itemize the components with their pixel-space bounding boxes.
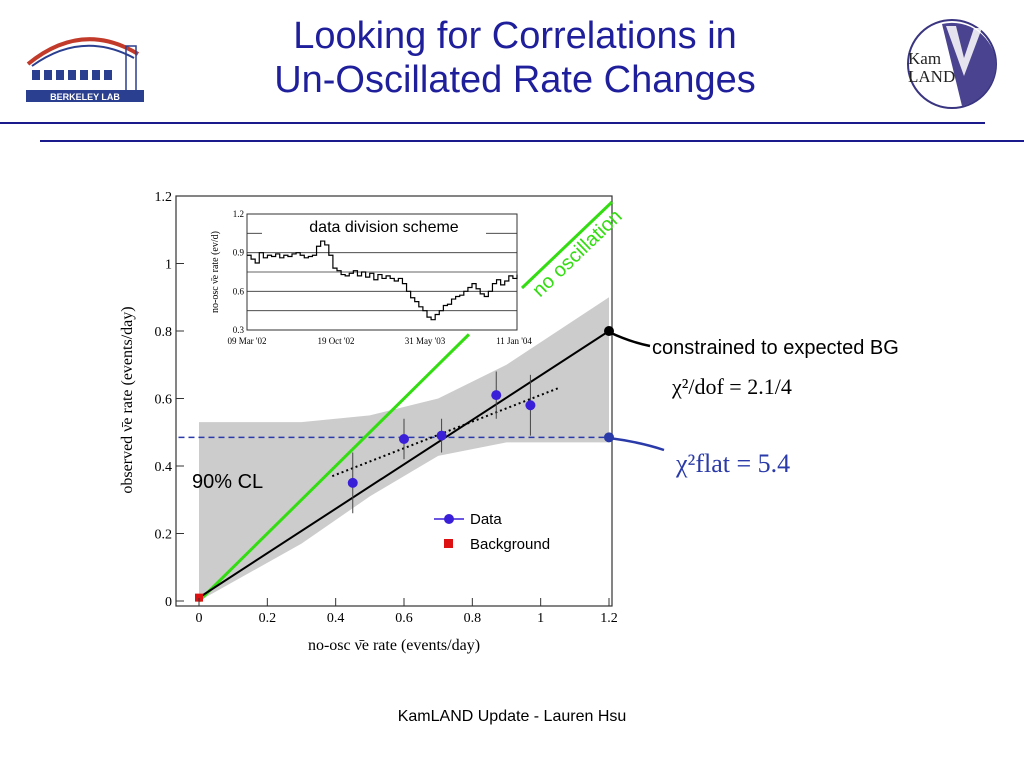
flat-pointer: [608, 436, 665, 452]
x-tick-label: 0.2: [259, 611, 277, 626]
header-rule-top: [0, 122, 985, 124]
y-tick-label: 1.2: [155, 190, 173, 205]
flat-endpoint: [604, 432, 614, 443]
legend-data-marker: [444, 514, 454, 524]
kamland-logo: Kam LAND: [907, 19, 997, 109]
no-oscillation-line: [197, 333, 470, 603]
constrained-fit-line: [198, 330, 610, 599]
x-axis-label: no-osc ν̄e rate (events/day): [308, 637, 480, 654]
inset-title: data division scheme: [309, 219, 459, 236]
y-tick-label: 0.4: [155, 460, 173, 475]
slide-title-line1: Looking for Correlations in: [293, 15, 737, 57]
inset-y-axis-label: no-osc ν̄e rate (ev/d): [210, 231, 221, 313]
svg-text:LAND: LAND: [908, 67, 955, 86]
data-point: [491, 390, 502, 401]
inset-y-tick-label: 0.6: [233, 286, 245, 296]
chi2-flat-label: χ²flat = 5.4: [675, 449, 790, 478]
slide-title-line2: Un-Oscillated Rate Changes: [274, 59, 756, 101]
chi2-dof-label: χ²/dof = 2.1/4: [671, 374, 792, 399]
data-point: [436, 430, 447, 441]
svg-text:BERKELEY LAB: BERKELEY LAB: [50, 92, 120, 102]
inset-x-tick-label: 31 May '03: [405, 336, 446, 346]
inset-title-bg: [262, 216, 486, 236]
y-tick-label: 0.6: [155, 393, 173, 408]
inset-y-tick-label: 0.9: [233, 248, 245, 258]
constrained-pointer: [608, 330, 651, 348]
legend-background-marker: [444, 539, 453, 548]
inset-rate-series: [247, 240, 518, 321]
constrained-label: constrained to expected BG: [652, 337, 899, 359]
x-tick-label: 1.2: [600, 611, 618, 626]
header-rule-bottom: [40, 140, 1024, 142]
berkeley-lab-logo: BERKELEY LAB: [26, 37, 144, 102]
no-oscillation-legend-line: [520, 200, 614, 290]
legend-data-label: Data: [470, 511, 502, 528]
x-tick-label: 0: [196, 611, 203, 626]
inset-y-tick-label: 0.3: [233, 325, 245, 335]
svg-text:Kam: Kam: [908, 49, 941, 68]
inset-x-tick-label: 09 Mar '02: [227, 336, 266, 346]
inset-x-tick-label: 11 Jan '04: [496, 336, 532, 346]
x-tick-label: 0.6: [395, 611, 413, 626]
x-tick-label: 0.8: [464, 611, 482, 626]
correlation-chart: 0 0.2 0.4 0.6 0.8 1 1.2 0 0.2 0.4 0.6 0.8 1 1.2 no-osc…: [119, 190, 899, 654]
inset-y-tick-label: 1.2: [233, 209, 244, 219]
slide-footer: KamLAND Update - Lauren Hsu: [397, 708, 627, 725]
x-tick-label: 0.4: [327, 611, 345, 626]
data-point: [525, 400, 536, 411]
y-tick-label: 0.2: [155, 528, 173, 543]
y-tick-label: 1: [165, 258, 172, 273]
legend-background-label: Background: [470, 536, 550, 553]
inset-x-tick-label: 19 Oct '02: [317, 336, 354, 346]
background-point: [195, 593, 203, 602]
y-axis-label: observed ν̄e rate (events/day): [119, 306, 136, 493]
x-tick-label: 1: [537, 611, 544, 626]
slide-title: Looking for Correlations in Un-Oscillate…: [180, 14, 850, 102]
y-tick-label: 0.8: [155, 325, 173, 340]
data-point: [399, 434, 409, 444]
cl-label: 90% CL: [192, 471, 263, 493]
y-tick-label: 0: [165, 595, 172, 610]
data-point: [347, 477, 358, 488]
